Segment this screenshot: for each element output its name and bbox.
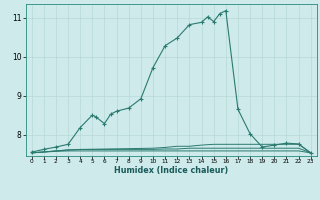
X-axis label: Humidex (Indice chaleur): Humidex (Indice chaleur) bbox=[114, 166, 228, 175]
